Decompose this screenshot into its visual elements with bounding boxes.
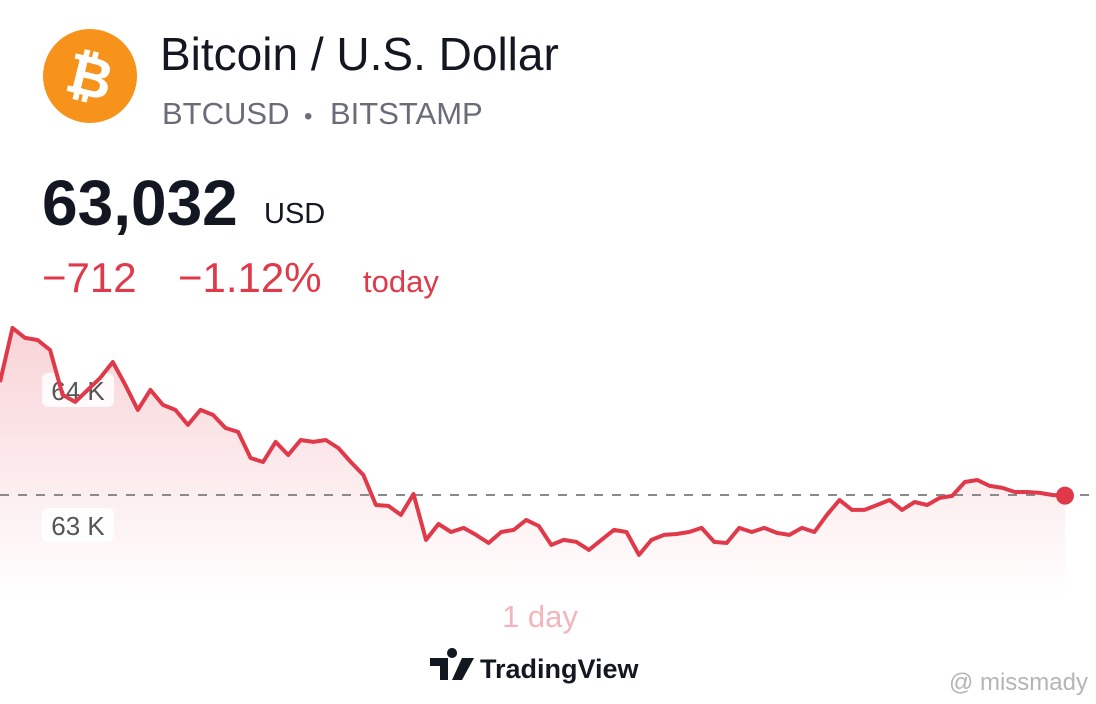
exchange: BITSTAMP [330,96,483,131]
logo: ₿ [43,29,137,123]
price-line [0,325,1066,557]
watermark: @ missmady [949,669,1088,696]
period: today [363,264,439,299]
area [0,327,1065,600]
brand-logo [430,648,474,680]
symbol: BTCUSD [162,96,289,131]
separator: • [304,103,312,130]
x-axis-label: 1 day [502,599,578,634]
title: Bitcoin / U.S. Dollar [160,28,559,80]
brand: TradingView [430,648,640,684]
change: −712 [42,254,137,301]
change-percent: −1.12% [178,254,322,301]
last-point [1056,486,1074,505]
tick-label-bg [42,507,114,542]
bitcoin-logo [43,29,137,123]
price: 63,032 [42,167,238,239]
currency: USD [264,198,325,230]
chart: 64 K63 K [0,325,1096,600]
y-tick-label: 63 K [51,511,105,541]
brand-name: TradingView [480,654,640,684]
